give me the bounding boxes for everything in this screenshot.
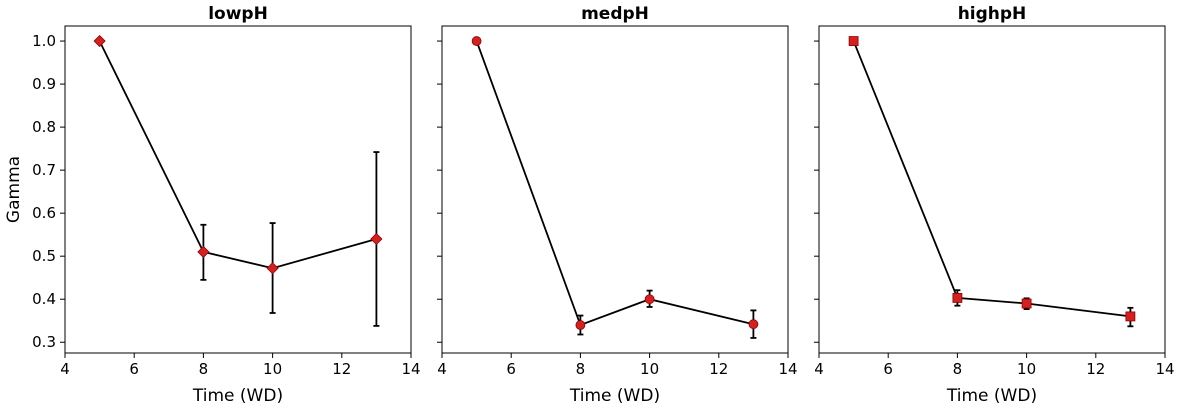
x-tick-label: 4 [437,360,447,378]
y-tick-label: 0.9 [32,75,56,93]
x-tick-label: 6 [129,360,139,378]
y-tick-label: 1.0 [32,32,56,50]
y-tick-label: 0.4 [32,290,56,308]
x-tick-label: 6 [506,360,516,378]
x-tick-label: 12 [1086,360,1105,378]
series-line [475,40,754,327]
x-tick-label: 10 [640,360,659,378]
x-tick-label: 8 [199,360,209,378]
x-tick-label: 6 [883,360,893,378]
chart-panel-lowpH: lowpH 4 6 8 10 12 14 0.3 0.4 0.5 0.6 0.7 0.8 0.9 1.0 Ti… [4,4,421,406]
x-axis-label: Time (WD) [569,386,660,406]
data-point [1021,298,1032,309]
plot-frame [818,25,1166,354]
y-tick-label: 0.7 [32,161,56,179]
x-tick-label: 14 [401,360,420,378]
x-tick-label: 12 [332,360,351,378]
chart-panel-highpH: highpH 4 6 8 10 12 14 Time (WD) [814,4,1175,406]
x-tick-label: 14 [1155,360,1174,378]
data-point [370,232,383,246]
data-point [952,293,963,303]
data-point [471,36,482,46]
data-point [644,294,655,305]
chart-panel-medpH: medpH 4 6 8 10 12 14 Time (WD) [437,4,798,406]
chart-title: medpH [581,4,649,24]
x-axis-label: Time (WD) [192,386,283,406]
data-point [93,34,106,48]
data-point [575,320,586,330]
series-line [852,40,1131,318]
x-tick-label: 14 [778,360,797,378]
y-axis-label: Gamma [4,156,24,223]
x-axis-label: Time (WD) [946,386,1037,406]
x-tick-label: 8 [953,360,963,378]
plot-frame [441,25,789,354]
plot-frame [64,25,412,354]
x-tick-label: 8 [576,360,586,378]
data-point [1125,311,1136,322]
chart-title: lowpH [208,4,268,24]
y-tick-label: 0.8 [32,118,56,136]
data-point [266,262,279,275]
data-point [197,245,210,258]
y-tick-label: 0.3 [32,333,56,351]
series-line [98,40,377,270]
data-point [748,319,759,330]
x-tick-label: 4 [60,360,70,378]
y-tick-label: 0.6 [32,204,56,222]
x-tick-label: 10 [263,360,282,378]
x-tick-label: 12 [709,360,728,378]
data-point [848,36,859,46]
y-tick-label: 0.5 [32,247,56,265]
x-tick-label: 10 [1017,360,1036,378]
chart-title: highpH [958,4,1027,24]
x-tick-label: 4 [814,360,824,378]
